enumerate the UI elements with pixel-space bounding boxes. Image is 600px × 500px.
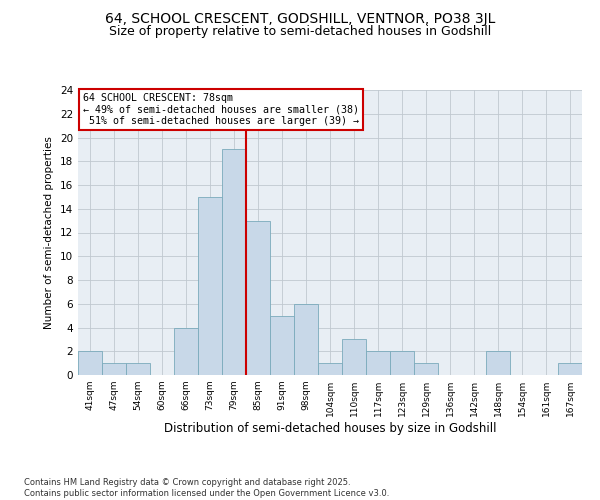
Bar (78, 351, 102, 375)
Bar (342, 340, 366, 375)
Bar (198, 197, 222, 375)
Text: Size of property relative to semi-detached houses in Godshill: Size of property relative to semi-detach… (109, 25, 491, 38)
Text: 64 SCHOOL CRESCENT: 78sqm
← 49% of semi-detached houses are smaller (38)
 51% of: 64 SCHOOL CRESCENT: 78sqm ← 49% of semi-… (83, 93, 359, 126)
Bar (126, 363, 150, 375)
Bar (246, 220, 270, 375)
Text: 64, SCHOOL CRESCENT, GODSHILL, VENTNOR, PO38 3JL: 64, SCHOOL CRESCENT, GODSHILL, VENTNOR, … (105, 12, 495, 26)
Bar (270, 316, 294, 375)
X-axis label: Distribution of semi-detached houses by size in Godshill: Distribution of semi-detached houses by … (164, 422, 496, 435)
Bar (414, 363, 438, 375)
Bar (366, 351, 390, 375)
Text: Contains HM Land Registry data © Crown copyright and database right 2025.
Contai: Contains HM Land Registry data © Crown c… (24, 478, 389, 498)
Bar (558, 363, 582, 375)
Bar (294, 304, 318, 375)
Bar (486, 351, 510, 375)
Y-axis label: Number of semi-detached properties: Number of semi-detached properties (44, 136, 55, 329)
Bar (102, 363, 126, 375)
Bar (390, 351, 414, 375)
Bar (318, 363, 342, 375)
Bar (174, 328, 198, 375)
Bar (222, 150, 246, 375)
